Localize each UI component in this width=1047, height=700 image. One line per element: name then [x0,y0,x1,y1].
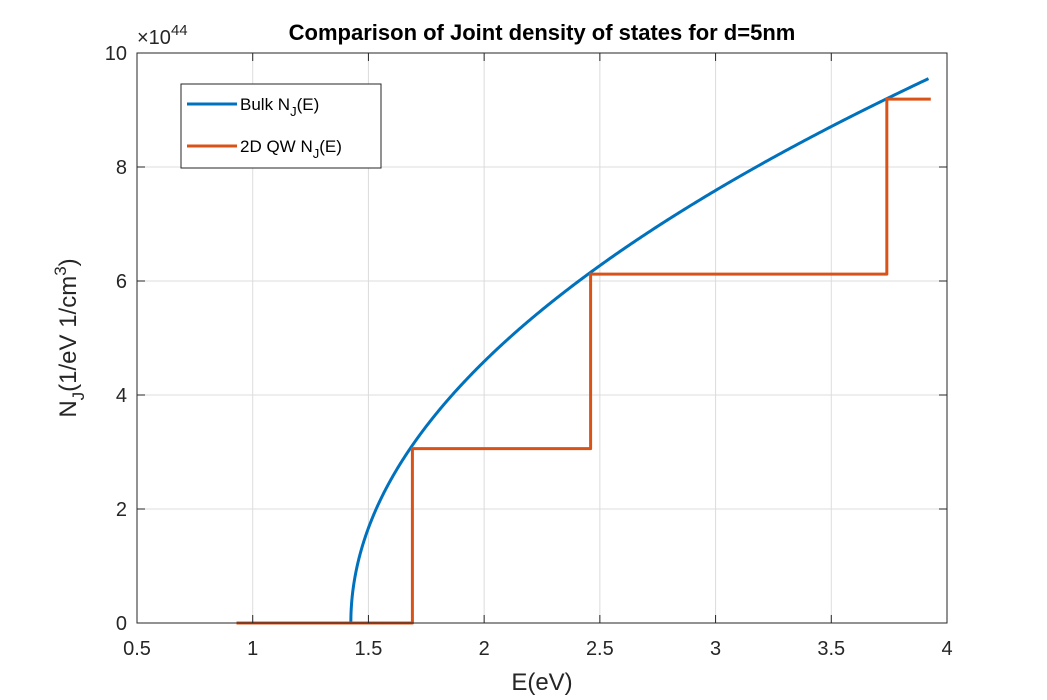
series-line-2d-qw [236,97,931,625]
y-tick-label: 4 [116,385,127,407]
y-axis-label: NJ(1/eV 1/cm3) [51,258,88,417]
ticks: 0.5 1 1.5 2 2.5 3 3.5 4 0 2 4 6 8 10 [105,43,953,660]
y-tick-label: 6 [116,271,127,293]
y-tick-label: 2 [116,499,127,521]
x-tick-label: 3.5 [817,638,845,660]
legend-box [180,83,382,169]
legend-label-bulk: Bulk NJ(E) [240,95,319,119]
y-tick-label: 0 [116,613,127,635]
y-tick-label: 10 [105,43,127,65]
x-tick-label: 2.5 [586,638,614,660]
plot-frame [136,52,948,624]
series-line-bulk [349,77,930,624]
legend: Bulk NJ(E) 2D QW NJ(E) [180,83,382,169]
series-layer [236,77,931,625]
x-tick-label: 2 [479,638,490,660]
x-tick-label: 1 [247,638,258,660]
x-tick-label: 1.5 [355,638,383,660]
x-axis-label: E(eV) [511,669,572,696]
y-exponent-label: ×1044 [137,22,188,49]
legend-label-2d-qw: 2D QW NJ(E) [240,137,342,161]
y-tick-label: 8 [116,157,127,179]
x-tick-label: 4 [941,638,952,660]
chart-title: Comparison of Joint density of states fo… [289,20,796,45]
x-tick-label: 0.5 [123,638,151,660]
x-tick-label: 3 [710,638,721,660]
